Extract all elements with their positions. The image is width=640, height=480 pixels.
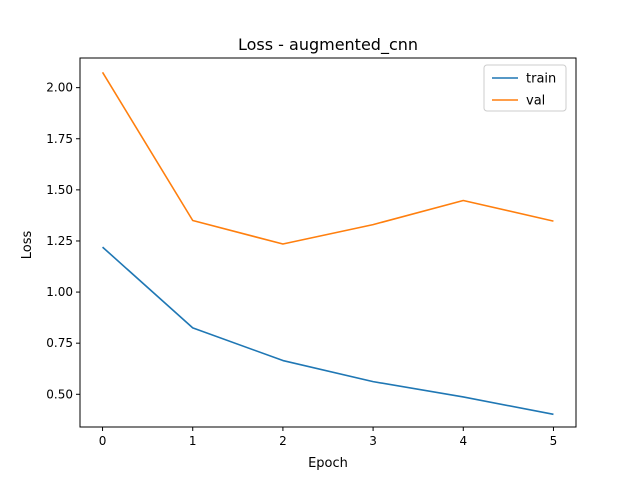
- y-tick-label: 1.25: [46, 234, 73, 248]
- legend-label-train: train: [526, 72, 556, 87]
- x-tick-label: 1: [189, 434, 197, 448]
- plot-frame: [79, 57, 577, 428]
- y-tick-label: 1.50: [46, 183, 73, 197]
- x-tick-label: 3: [369, 434, 377, 448]
- x-axis-label: Epoch: [308, 456, 348, 471]
- x-tick-label: 4: [459, 434, 467, 448]
- x-tick-label: 2: [279, 434, 287, 448]
- y-tick-label: 1.00: [46, 285, 73, 299]
- y-tick-label: 2.00: [46, 81, 73, 95]
- series-line-val: [101, 71, 554, 245]
- legend-label-val: val: [526, 94, 545, 109]
- plot-area: 0 1 2 3 4 5 0.50 0.75 1.00 1.25 1.50 1.75 2.00 train v…: [46, 57, 577, 448]
- x-tick-label: 5: [550, 434, 558, 448]
- y-axis-label: Loss: [20, 231, 35, 260]
- y-tick-label: 1.75: [46, 132, 73, 146]
- y-tick-label: 0.50: [46, 387, 73, 401]
- chart-title: Loss - augmented_cnn: [238, 35, 418, 55]
- series-line-train: [102, 246, 554, 416]
- y-tick-label: 0.75: [46, 336, 73, 350]
- x-tick-label: 0: [99, 434, 107, 448]
